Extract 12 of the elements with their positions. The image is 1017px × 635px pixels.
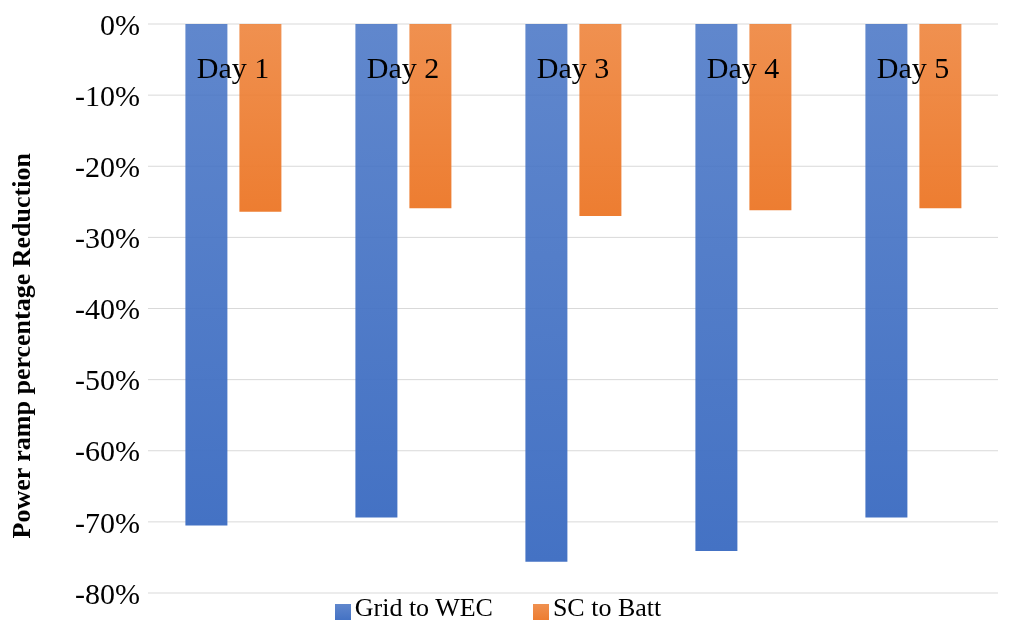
y-tick-label: 0% [100, 7, 140, 41]
legend-label: Grid to WEC [354, 593, 493, 622]
y-tick-label: -80% [75, 576, 140, 610]
y-tick-label: -20% [75, 149, 140, 183]
legend-label: SC to Batt [552, 593, 662, 622]
y-tick-label: -30% [75, 221, 140, 255]
y-axis-title: Power ramp percentage Reduction [7, 152, 37, 539]
y-tick-label: -40% [75, 292, 140, 326]
y-tick-label: -10% [75, 78, 140, 112]
y-tick-label: -50% [75, 363, 140, 397]
y-tick-label: -70% [75, 505, 140, 539]
y-tick-label: -60% [75, 434, 140, 468]
